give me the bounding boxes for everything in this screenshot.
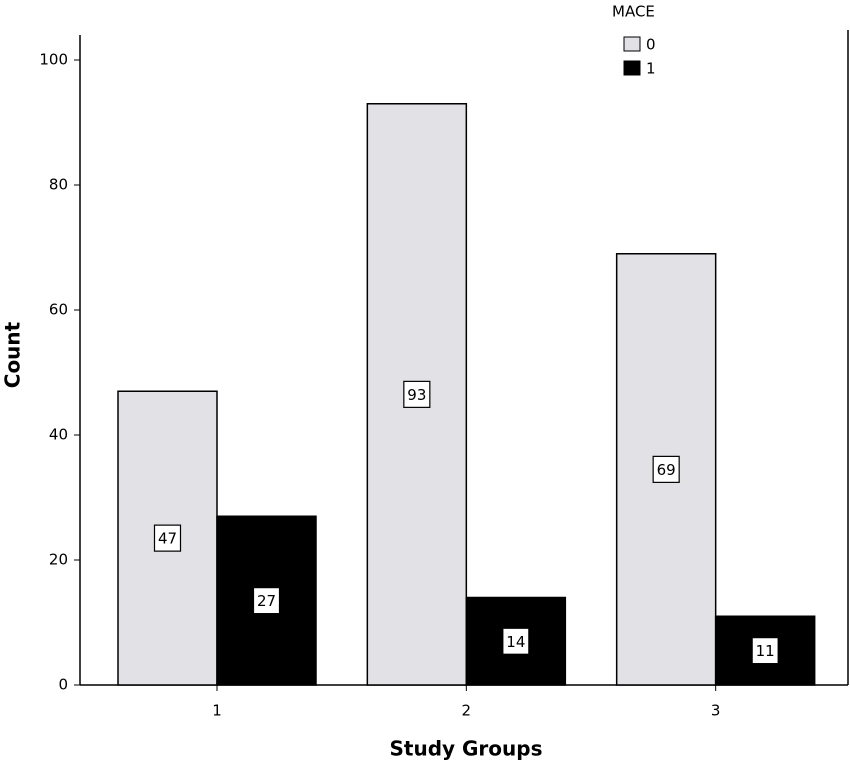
value-label: 11 (756, 642, 775, 660)
y-tick-label: 0 (58, 676, 68, 694)
value-label: 14 (506, 633, 525, 651)
legend-swatch (623, 36, 641, 52)
bar (465, 596, 567, 686)
y-tick-label: 40 (49, 426, 68, 444)
value-label-box (502, 627, 530, 655)
x-axis-title: Study Groups (390, 737, 543, 761)
legend-title: MACE (612, 3, 655, 21)
value-label: 69 (657, 461, 676, 479)
value-label-box (751, 637, 779, 665)
y-tick-label: 60 (49, 301, 68, 319)
legend-label: 0 (646, 36, 656, 54)
x-tick-label: 1 (212, 702, 222, 720)
value-label-box (403, 380, 431, 408)
legend-label: 1 (646, 60, 656, 78)
x-tick-label: 3 (711, 702, 721, 720)
value-label-box (652, 455, 680, 483)
legend-swatch (623, 60, 641, 76)
y-tick-label: 20 (49, 551, 68, 569)
y-tick-label: 100 (39, 51, 68, 69)
y-axis-title: Count (1, 321, 25, 388)
x-tick-label: 2 (462, 702, 472, 720)
value-label-box (252, 587, 281, 615)
value-label: 27 (257, 592, 276, 610)
value-label: 93 (407, 386, 426, 404)
y-tick-label: 80 (49, 176, 68, 194)
value-label-box (153, 524, 182, 552)
value-label: 47 (158, 530, 177, 548)
